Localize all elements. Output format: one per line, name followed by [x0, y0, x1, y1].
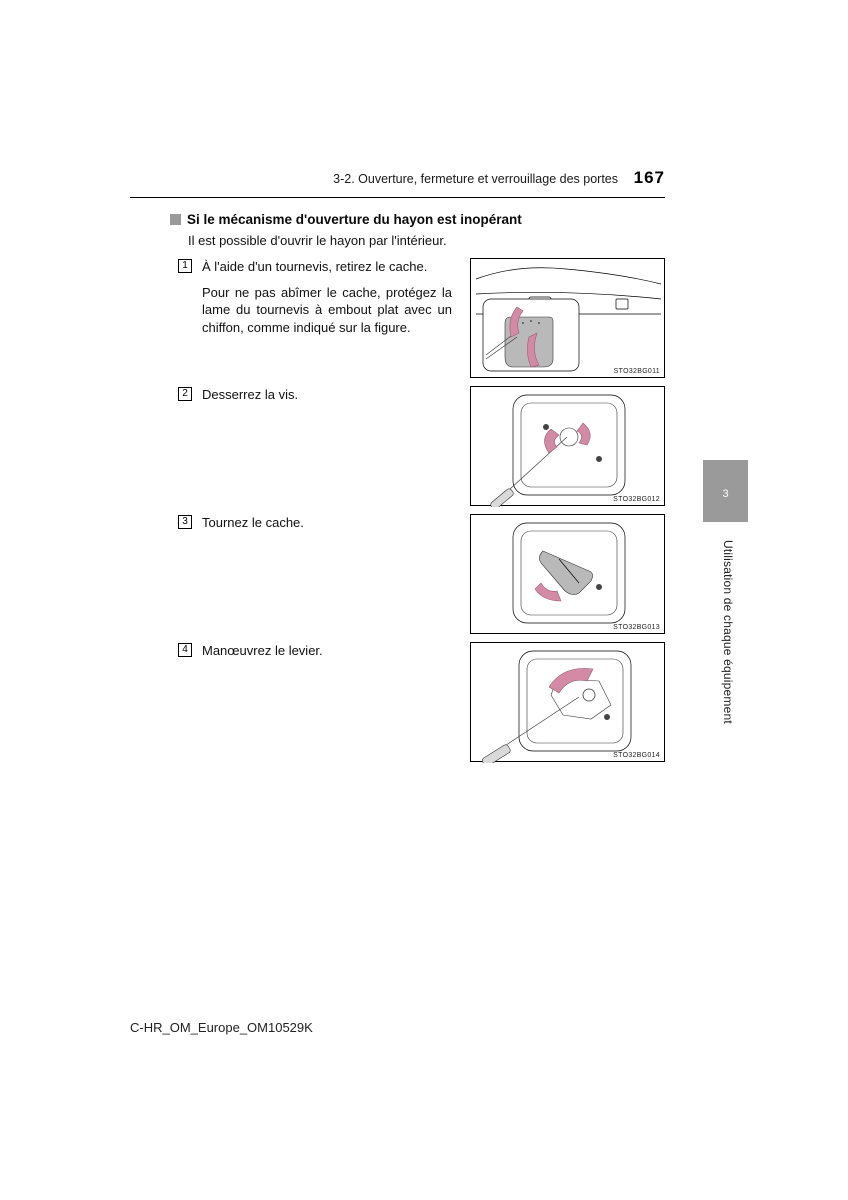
- side-tab-label: Utilisation de chaque équipement: [721, 540, 735, 724]
- figure-code: STO32BG012: [613, 496, 660, 503]
- step-body: Desserrez la vis.: [202, 386, 460, 404]
- step-body: À l'aide d'un tournevis, retirez le cach…: [202, 258, 460, 336]
- page-header: 3-2. Ouverture, fermeture et verrouillag…: [0, 172, 848, 196]
- section-heading: Si le mécanisme d'ouverture du hayon est…: [170, 212, 665, 227]
- figure-3-svg: [471, 515, 666, 635]
- step-title: Desserrez la vis.: [202, 387, 298, 402]
- step-sub: Pour ne pas abîmer le cache, protégez la…: [202, 284, 452, 337]
- heading-text: Si le mécanisme d'ouverture du hayon est…: [187, 212, 522, 227]
- figure-4: STO32BG014: [470, 642, 665, 762]
- step-number-box: 3: [178, 515, 192, 529]
- step-row: 1 À l'aide d'un tournevis, retirez le ca…: [178, 258, 665, 378]
- step-number-box: 2: [178, 387, 192, 401]
- step-title: Tournez le cache.: [202, 515, 304, 530]
- figure-code: STO32BG014: [613, 752, 660, 759]
- figure-code: STO32BG013: [613, 624, 660, 631]
- step-number-box: 4: [178, 643, 192, 657]
- intro-text: Il est possible d'ouvrir le hayon par l'…: [188, 233, 665, 248]
- figure-code: STO32BG011: [614, 368, 660, 375]
- section-side-tab: 3: [703, 460, 748, 522]
- page-number: 167: [634, 168, 665, 188]
- footer-doc-code: C-HR_OM_Europe_OM10529K: [130, 1020, 313, 1035]
- figure-3: STO32BG013: [470, 514, 665, 634]
- content-area: Si le mécanisme d'ouverture du hayon est…: [170, 212, 665, 770]
- heading-marker-icon: [170, 214, 181, 225]
- step-row: 3 Tournez le cache. STO32BG013: [178, 514, 665, 634]
- step-body: Tournez le cache.: [202, 514, 460, 532]
- step-title: Manœuvrez le levier.: [202, 643, 323, 658]
- step-row: 2 Desserrez la vis.: [178, 386, 665, 506]
- steps-list: 1 À l'aide d'un tournevis, retirez le ca…: [178, 258, 665, 762]
- figure-2-svg: [471, 387, 666, 507]
- figure-2: STO32BG012: [470, 386, 665, 506]
- figure-1-svg: [471, 259, 666, 379]
- step-title: À l'aide d'un tournevis, retirez le cach…: [202, 259, 427, 274]
- step-row: 4 Manœuvrez le levier. STO3: [178, 642, 665, 762]
- section-title: 3-2. Ouverture, fermeture et verrouillag…: [333, 172, 618, 186]
- figure-4-svg: [471, 643, 666, 763]
- step-body: Manœuvrez le levier.: [202, 642, 460, 660]
- step-number-box: 1: [178, 259, 192, 273]
- figure-1: STO32BG011: [470, 258, 665, 378]
- side-tab-number: 3: [703, 488, 748, 500]
- header-rule: [130, 197, 665, 198]
